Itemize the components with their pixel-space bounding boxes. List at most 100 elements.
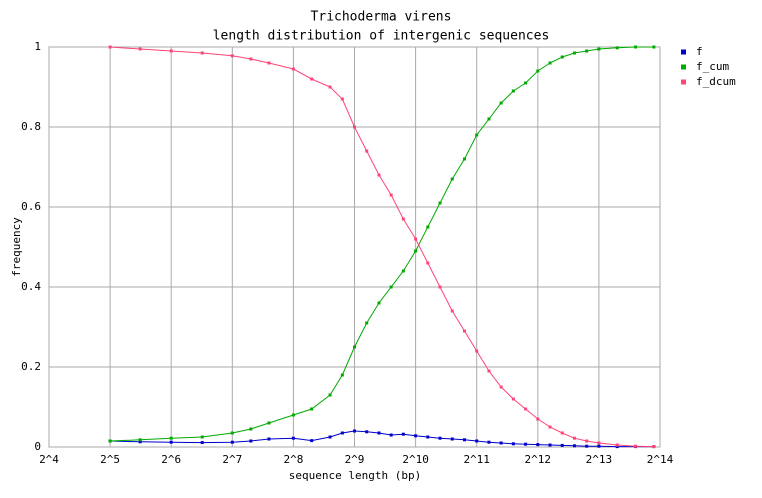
data-point [401, 432, 405, 436]
data-point [389, 193, 393, 197]
series-line [110, 46, 654, 442]
data-point [585, 439, 589, 443]
data-point [462, 157, 466, 161]
data-point [560, 55, 564, 59]
data-point [291, 67, 295, 71]
data-point [389, 433, 393, 437]
data-point [353, 345, 356, 349]
data-point [572, 436, 576, 440]
data-point [353, 429, 356, 433]
data-point [572, 51, 576, 55]
data-point [108, 439, 112, 443]
data-point [414, 249, 418, 253]
data-point [291, 436, 295, 440]
y-tick-label: 0.2 [21, 360, 41, 373]
x-tick-label: 2^11 [463, 453, 490, 466]
data-point [487, 369, 491, 373]
data-point [138, 438, 142, 442]
data-point [560, 431, 564, 435]
data-point [365, 321, 369, 325]
data-point [462, 329, 466, 333]
data-point [365, 430, 369, 434]
data-point [634, 45, 638, 49]
x-tick-label: 2^4 [39, 453, 59, 466]
data-point [652, 45, 656, 49]
data-point [585, 444, 589, 448]
data-point [230, 431, 234, 435]
legend-label: f_dcum [696, 75, 736, 88]
data-point [499, 101, 503, 105]
data-point [475, 133, 479, 137]
data-point [230, 440, 234, 444]
data-point [138, 47, 142, 51]
data-point [615, 443, 619, 447]
data-point [462, 438, 466, 442]
data-point [536, 417, 540, 421]
data-point [426, 435, 430, 439]
data-point [340, 431, 344, 435]
chart-title: Trichoderma virens [311, 10, 452, 25]
data-point [267, 437, 271, 441]
data-point [548, 443, 552, 447]
data-point [438, 285, 442, 289]
x-tick-label: 2^5 [100, 453, 120, 466]
data-point [310, 439, 314, 443]
x-tick-label: 2^7 [222, 453, 242, 466]
data-point [169, 49, 173, 53]
data-point [310, 407, 314, 411]
data-point [365, 149, 369, 153]
data-point [475, 349, 479, 353]
data-point [377, 431, 381, 435]
data-point [200, 435, 204, 439]
data-point [249, 57, 253, 61]
y-tick-label: 0 [34, 440, 41, 453]
data-point [169, 436, 173, 440]
data-point [200, 441, 204, 445]
x-tick-label: 2^12 [525, 453, 552, 466]
data-point [340, 373, 344, 377]
data-point [377, 173, 381, 177]
data-point [108, 45, 112, 49]
data-point [511, 397, 515, 401]
data-point [401, 217, 405, 221]
data-point [328, 393, 332, 397]
chart-subtitle: length distribution of intergenic sequen… [213, 29, 550, 44]
legend-marker [681, 49, 686, 55]
y-tick-label: 0.6 [21, 200, 41, 213]
series-line [110, 430, 654, 448]
data-point [328, 435, 332, 439]
data-point [499, 385, 503, 389]
data-point [524, 407, 528, 411]
data-point [615, 46, 619, 50]
data-point [615, 445, 619, 449]
data-point [536, 443, 540, 447]
x-tick-label: 2^8 [283, 453, 303, 466]
data-point [426, 261, 430, 265]
data-point [652, 445, 656, 449]
data-point [340, 97, 344, 101]
data-point [438, 436, 442, 440]
data-point [414, 434, 418, 438]
data-point [475, 439, 479, 443]
data-point [572, 444, 576, 448]
data-point [310, 77, 314, 81]
data-point [438, 201, 442, 205]
data-point [169, 440, 173, 444]
data-point [249, 439, 253, 443]
data-point [524, 81, 528, 85]
legend-marker [681, 79, 686, 85]
data-point [487, 440, 491, 444]
x-tick-label: 2^10 [402, 453, 429, 466]
data-point [450, 177, 454, 181]
data-point [267, 61, 271, 65]
y-tick-label: 1 [34, 40, 41, 53]
x-tick-label: 2^6 [161, 453, 181, 466]
data-point [414, 237, 418, 241]
data-point [585, 49, 589, 53]
data-point [200, 51, 204, 55]
data-point [560, 443, 564, 447]
data-point [267, 421, 271, 425]
data-point [291, 413, 295, 417]
data-point [249, 427, 253, 431]
